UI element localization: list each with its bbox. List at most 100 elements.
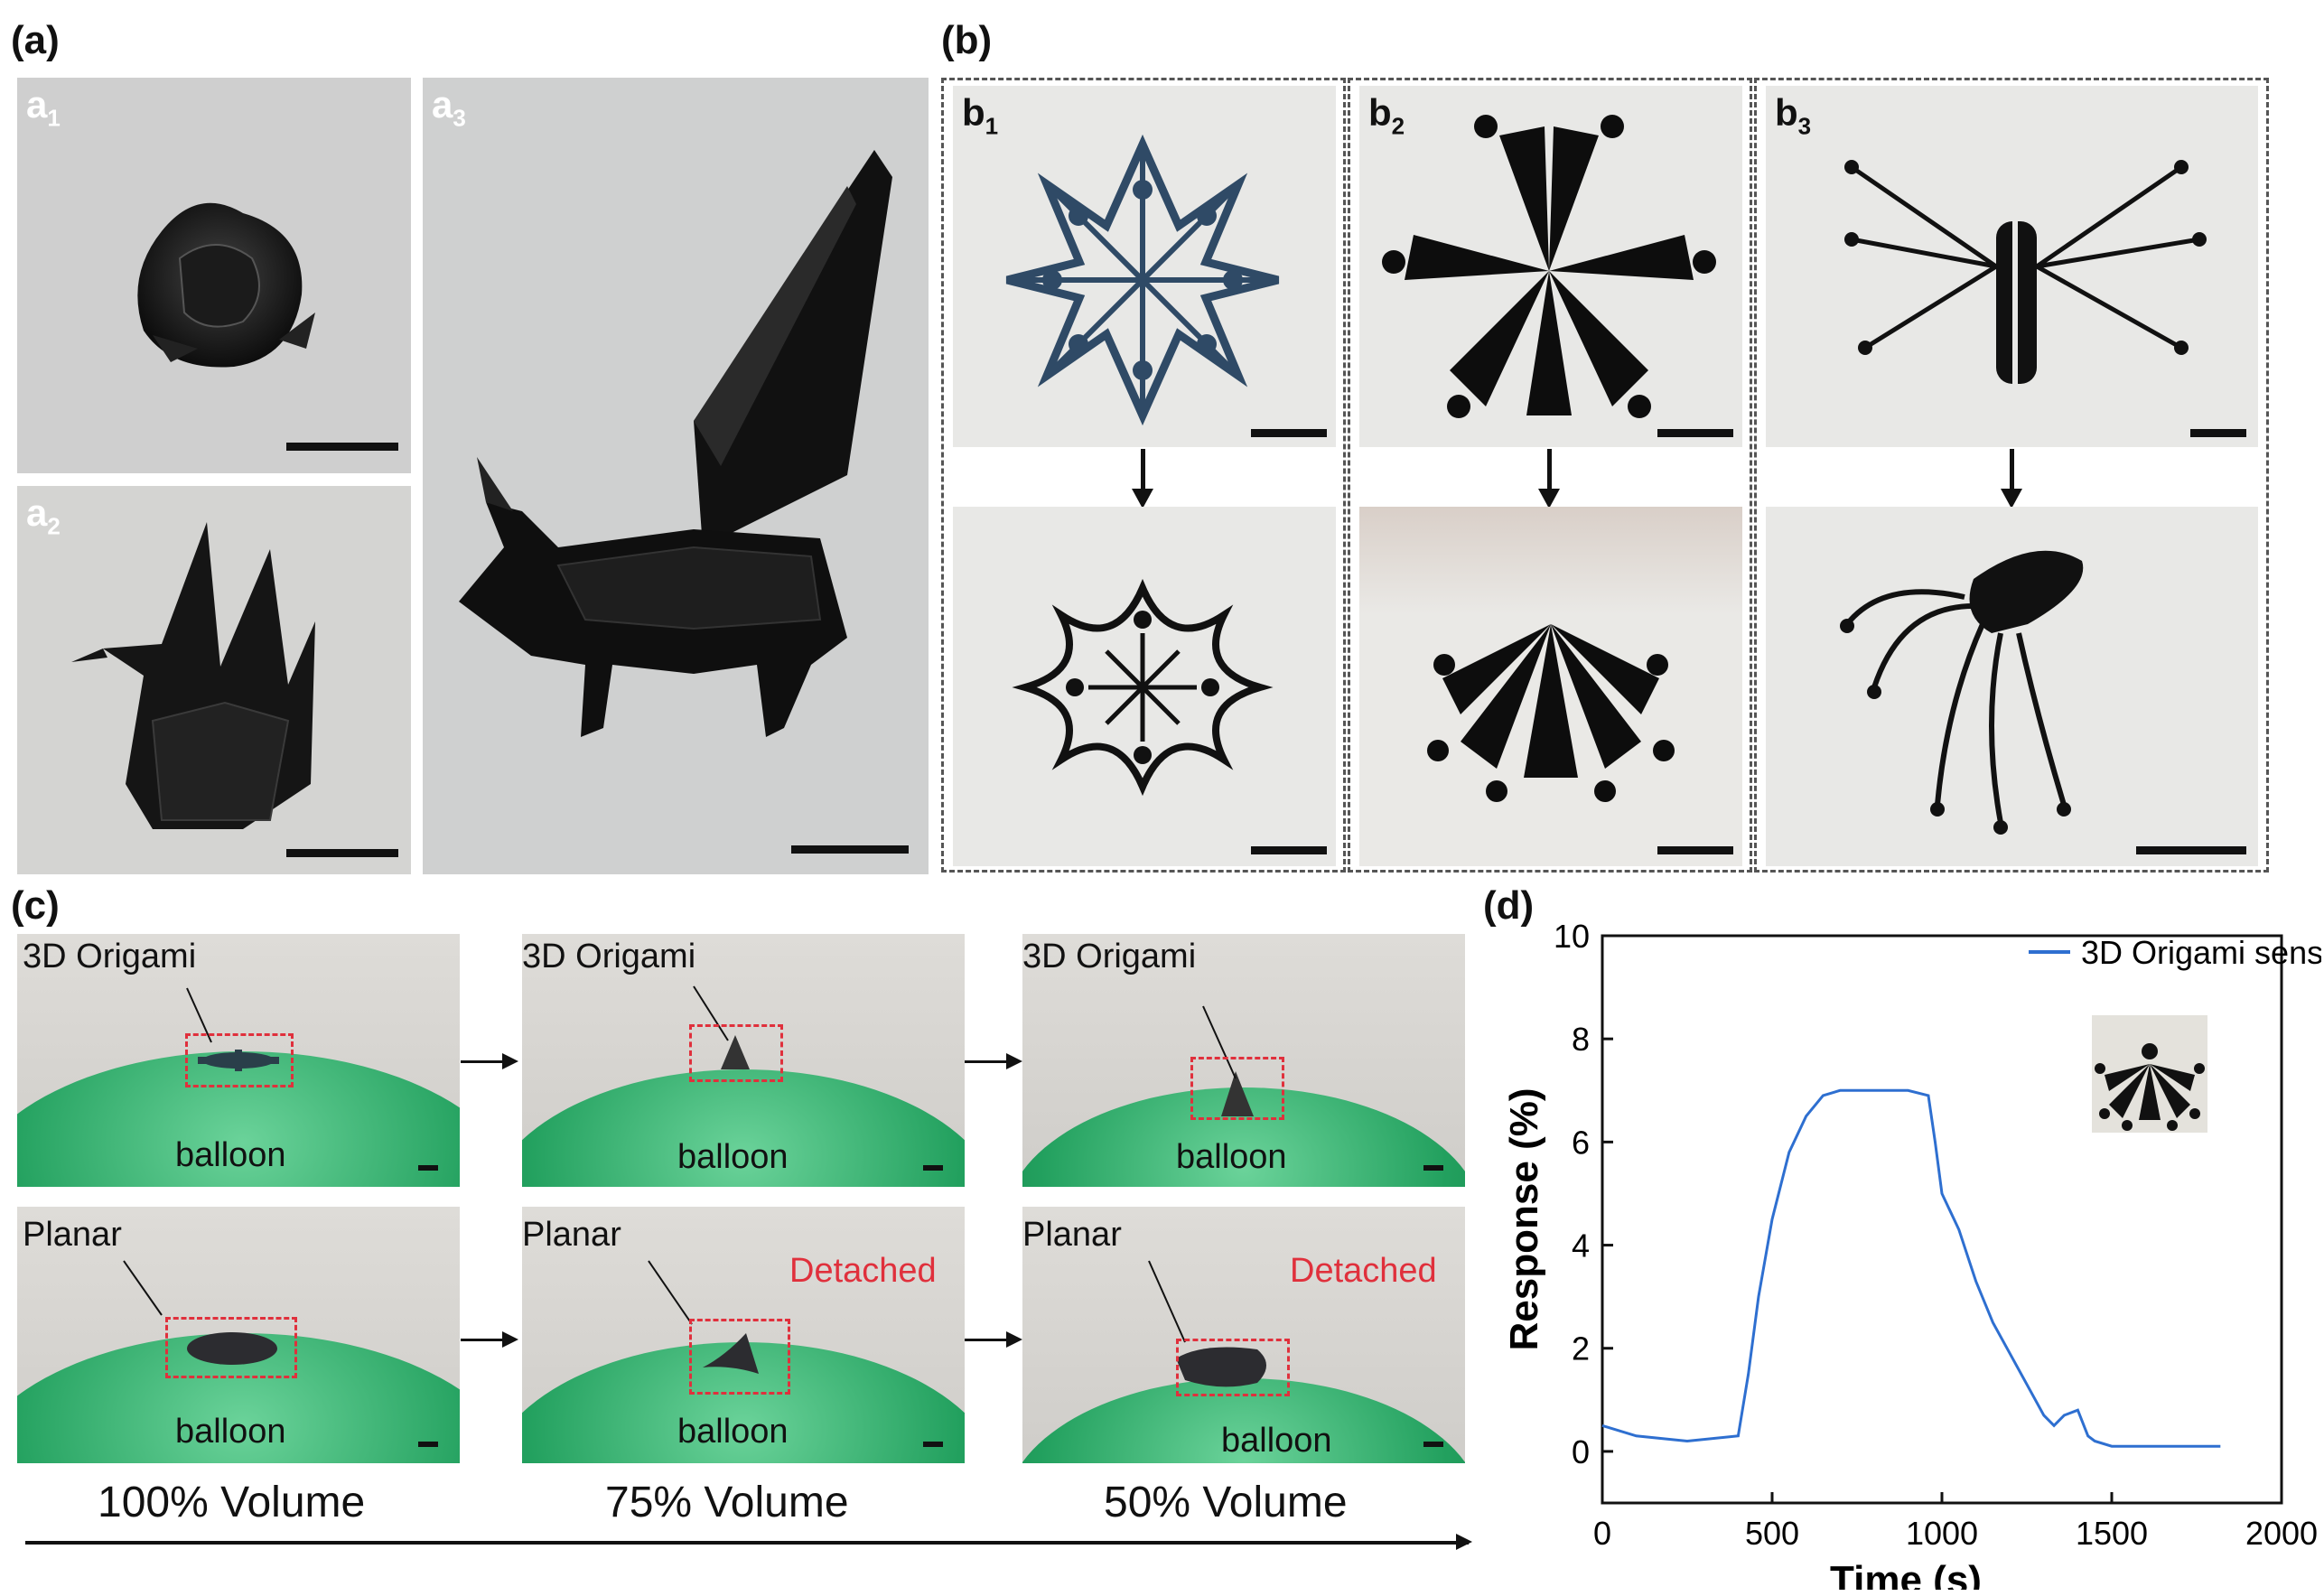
x-tick-label: 1500 — [2076, 1515, 2148, 1552]
photo-c-origami-75: 3D Origami balloon — [522, 934, 965, 1187]
sub-label-a3: a3 — [432, 83, 466, 132]
y-tick-label: 4 — [1572, 1227, 1590, 1265]
planar-sensor-flat — [123, 1260, 277, 1365]
origami-fox-shape — [459, 150, 892, 737]
photo-a2-origami-crane: a2 — [17, 486, 411, 874]
photo-b1-planar: b1 — [953, 86, 1336, 447]
photo-b1-folded — [953, 507, 1336, 866]
down-arrow-icon — [1538, 449, 1560, 509]
down-arrow-icon — [2001, 449, 2022, 509]
y-tick-label: 8 — [1572, 1021, 1590, 1058]
right-arrow-icon — [461, 1053, 518, 1069]
scale-bar — [923, 1165, 943, 1171]
scale-bar — [791, 845, 909, 854]
panel-label-a: (a) — [11, 18, 60, 62]
highlight-box — [1190, 1057, 1284, 1120]
panel-label-d: (d) — [1483, 883, 1535, 928]
scale-bar — [2136, 846, 2246, 854]
sub-label-b1: b1 — [962, 91, 999, 140]
panel-b3-box: b3 — [1754, 78, 2269, 873]
label-balloon: balloon — [1176, 1138, 1287, 1176]
photo-c-planar-50: Planar Detached balloon — [1022, 1207, 1465, 1463]
photo-b3-folded — [1766, 507, 2258, 866]
scale-bar — [1657, 429, 1733, 437]
label-balloon: balloon — [175, 1136, 286, 1174]
x-tick-label: 2000 — [2245, 1515, 2318, 1552]
spider-pattern-folded — [1840, 550, 2084, 835]
scale-bar — [2190, 429, 2246, 437]
highlight-box — [185, 1033, 294, 1087]
label-3d-origami: 3D Origami — [23, 938, 197, 975]
label-detached: Detached — [1290, 1252, 1437, 1290]
panel-b2-box: b2 — [1348, 78, 1752, 873]
star-pattern-planar — [1005, 134, 1280, 426]
right-arrow-icon — [965, 1331, 1022, 1348]
y-axis-label: Response (%) — [1502, 1088, 1546, 1351]
label-detached: Detached — [789, 1252, 937, 1290]
label-planar: Planar — [522, 1216, 621, 1254]
photo-b2-planar: b2 — [1359, 86, 1742, 447]
photo-c-planar-100: Planar balloon — [17, 1207, 460, 1463]
highlight-box — [689, 1319, 790, 1395]
response-chart: 0 500 1000 1500 2000 0 2 4 6 8 10 3D Origami sens… — [1502, 918, 2321, 1590]
volume-label-75: 75% Volume — [605, 1479, 849, 1526]
scale-bar — [1251, 846, 1327, 854]
right-arrow-icon — [461, 1331, 518, 1348]
label-3d-origami: 3D Origami — [522, 938, 696, 975]
photo-a1-origami-rose: a1 — [17, 78, 411, 473]
volume-label-100: 100% Volume — [98, 1479, 366, 1526]
x-tick-label: 1000 — [1906, 1515, 1978, 1552]
panel-label-c: (c) — [11, 883, 60, 928]
legend-label: 3D Origami sensor — [2081, 934, 2321, 971]
label-planar: Planar — [23, 1216, 122, 1254]
y-tick-label: 6 — [1572, 1124, 1590, 1161]
sub-label-b3: b3 — [1775, 91, 1812, 140]
x-axis-label: Time (s) — [1830, 1558, 1982, 1590]
volume-label-50: 50% Volume — [1104, 1479, 1348, 1526]
panel-label-b: (b) — [941, 18, 993, 62]
highlight-box — [1176, 1339, 1290, 1396]
highlight-box — [689, 1024, 783, 1082]
planar-sensor-detached — [648, 1260, 759, 1374]
highlight-box — [165, 1317, 297, 1378]
scale-bar — [418, 1442, 438, 1447]
scale-bar — [923, 1442, 943, 1447]
label-balloon: balloon — [677, 1138, 789, 1176]
right-arrow-icon — [965, 1053, 1022, 1069]
scale-bar — [286, 443, 398, 451]
y-tick-label: 2 — [1572, 1330, 1590, 1367]
y-tick-label: 10 — [1554, 918, 1590, 955]
label-balloon: balloon — [677, 1413, 789, 1451]
x-tick-label: 500 — [1745, 1515, 1799, 1552]
scale-bar — [1251, 429, 1327, 437]
planar-sensor-detached — [1148, 1260, 1266, 1387]
panel-b1-box: b1 — [941, 78, 1346, 873]
scale-bar — [1657, 846, 1733, 854]
series-line-3d-origami-sensor — [1601, 1088, 2221, 1448]
star-pattern-folded — [1012, 578, 1274, 797]
origami-crane-shape — [71, 522, 315, 829]
photo-c-origami-50: 3D Origami balloon — [1022, 934, 1465, 1187]
scale-bar — [418, 1165, 438, 1171]
sunburst-pattern-planar — [1382, 115, 1716, 418]
photo-b3-planar: b3 — [1766, 86, 2258, 447]
scale-bar — [1423, 1442, 1443, 1447]
label-3d-origami: 3D Origami — [1022, 938, 1197, 975]
sub-label-a2: a2 — [26, 491, 61, 540]
spider-pattern-planar — [1844, 160, 2207, 384]
photo-c-planar-75: Planar Detached balloon — [522, 1207, 965, 1463]
volume-decrease-arrow-icon — [25, 1534, 1472, 1550]
label-balloon: balloon — [175, 1413, 286, 1451]
inset-photo — [2092, 1015, 2207, 1133]
sub-label-b2: b2 — [1368, 91, 1405, 140]
down-arrow-icon — [1132, 449, 1153, 509]
scale-bar — [1423, 1165, 1443, 1171]
photo-c-origami-100: 3D Origami balloon — [17, 934, 460, 1187]
sub-label-a1: a1 — [26, 83, 61, 132]
label-balloon: balloon — [1221, 1422, 1332, 1460]
origami-sensor-cone — [1202, 1005, 1254, 1116]
photo-b2-folded — [1359, 507, 1742, 866]
origami-rose-shape — [137, 202, 315, 368]
photo-a3-origami-fox: a3 — [423, 78, 929, 874]
y-tick-label: 0 — [1572, 1433, 1590, 1470]
